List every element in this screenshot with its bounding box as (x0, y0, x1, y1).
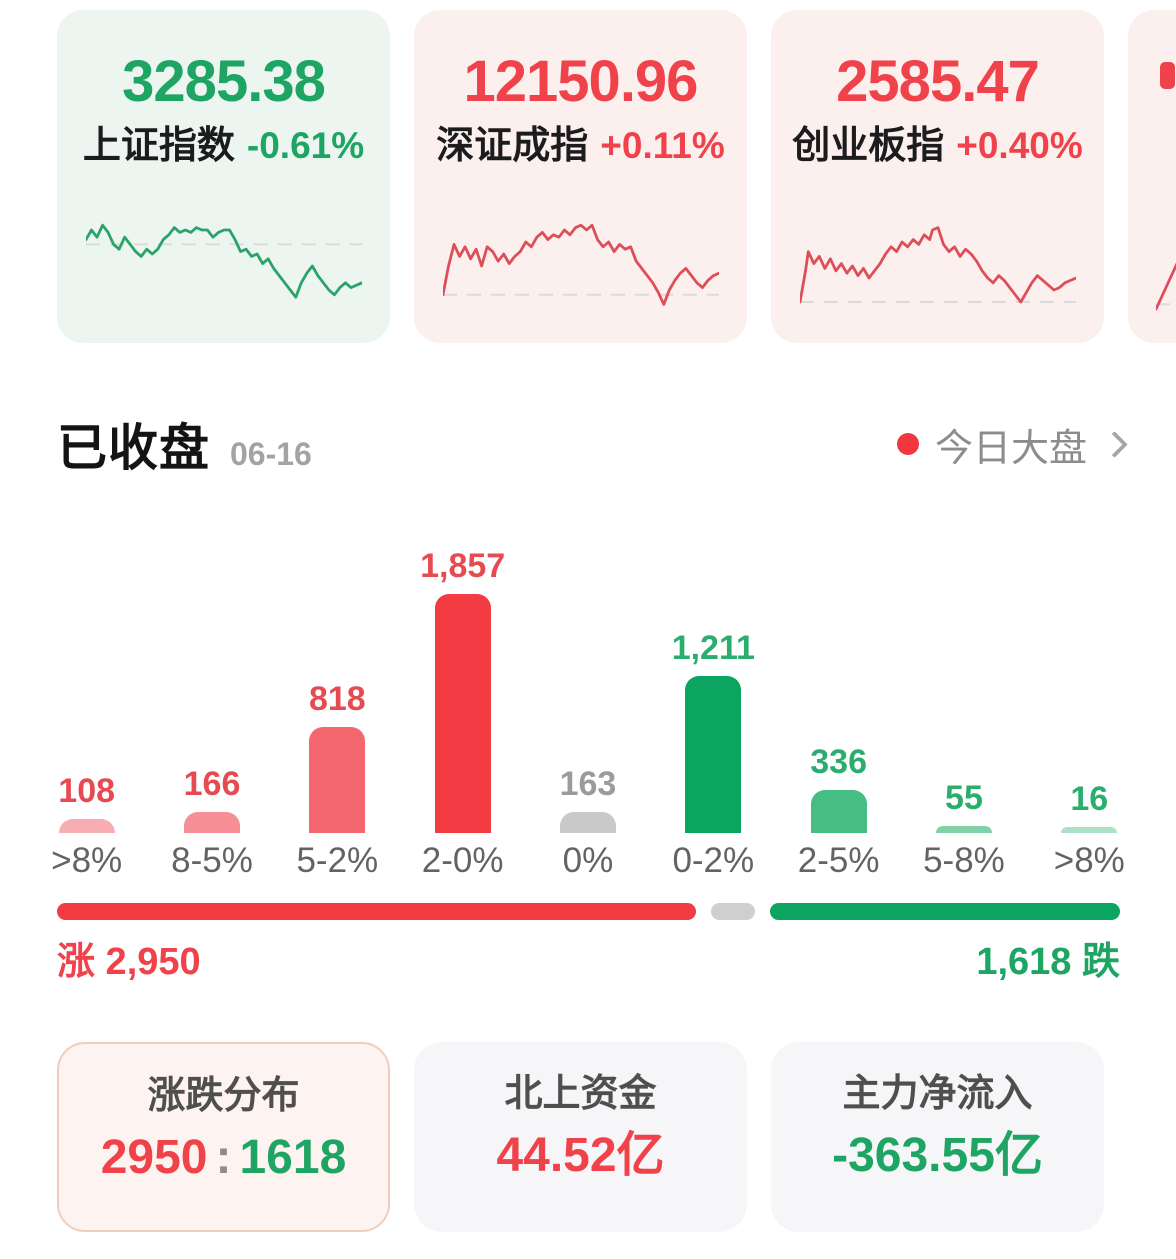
dist-column: 166 8-5% (149, 547, 274, 881)
index-name: 深证成指 (436, 125, 589, 167)
card-title: 涨跌分布 (147, 1075, 300, 1117)
index-card-clipped[interactable] (1128, 10, 1176, 343)
index-value: 3285.38 (122, 49, 326, 114)
dist-column: 108 >8% (24, 547, 149, 881)
section-header: 已收盘 06-16 今日大盘 (57, 408, 1128, 480)
bar-category-label: 0% (562, 841, 614, 880)
dist-bar (1061, 827, 1118, 833)
dist-column: 1,857 2-0% (400, 547, 525, 881)
bar-category-label: >8% (1053, 841, 1125, 880)
bar-category-label: 5-2% (296, 841, 379, 880)
index-value: 2585.47 (836, 49, 1040, 114)
bar-value-label: 55 (945, 779, 983, 817)
index-card-shanghai[interactable]: 3285.38 上证指数 -0.61% (57, 10, 390, 343)
sparkline-chart (443, 218, 719, 314)
advance-decline-labels: 涨 2,950 1,618 跌 (57, 938, 1120, 986)
dist-column: 163 0% (525, 547, 650, 881)
advancers-label: 涨 2,950 (57, 941, 201, 983)
dist-bar (309, 727, 366, 833)
chevron-right-icon (1101, 430, 1128, 458)
sparkline-chart (800, 218, 1076, 314)
dist-bar (935, 826, 992, 833)
dist-bar (434, 594, 491, 833)
card-title: 主力净流入 (842, 1073, 1033, 1115)
bar-value-label: 166 (183, 765, 241, 803)
bar-value-label: 818 (308, 680, 366, 718)
clipped-index-value-fragment (1160, 62, 1175, 89)
dist-column: 16 >8% (1027, 547, 1152, 881)
index-cards-row: 3285.38 上证指数 -0.61% 12150.96 深证成指 +0.11%… (57, 10, 1176, 343)
bar-category-label: 2-0% (421, 841, 504, 880)
dist-column: 336 2-5% (776, 547, 901, 881)
bar-value-label: 16 (1070, 780, 1109, 818)
distribution-chart: 108 >8% 166 8-5% 818 5-2% 1,857 2-0% 163 0% 1,211 0… (24, 547, 1152, 881)
dist-bar (685, 676, 742, 833)
index-label-row: 上证指数 -0.61% (83, 124, 364, 168)
dist-column: 1,211 0-2% (651, 547, 776, 881)
advancers-count: 2950 (100, 1131, 208, 1184)
today-market-link[interactable]: 今日大盘 (896, 417, 1128, 472)
index-label-row: 深证成指 +0.11% (436, 124, 725, 168)
index-label-row: 创业板指 +0.40% (792, 124, 1083, 168)
bar-value-label: 108 (58, 772, 116, 810)
index-value: 12150.96 (463, 49, 699, 114)
index-change: +0.11% (600, 125, 725, 166)
live-dot-icon (896, 433, 919, 455)
sparkline-chart (86, 218, 362, 314)
bar-value-label: 1,211 (671, 629, 755, 667)
unchanged-segment (710, 903, 755, 920)
market-status-group: 已收盘 06-16 (57, 408, 312, 480)
dist-bar (559, 812, 616, 833)
card-value: -363.55亿 (832, 1129, 1043, 1182)
dist-bar (183, 812, 240, 833)
bar-category-label: 8-5% (171, 841, 253, 880)
sparkline-chart (1156, 218, 1176, 314)
index-change: -0.61% (246, 125, 365, 166)
market-date: 06-16 (230, 436, 312, 472)
footer-cards-row: 涨跌分布 2950 : 1618 北上资金 44.52亿 主力净流入 -363.… (57, 1042, 1104, 1232)
card-title: 北上资金 (504, 1073, 657, 1115)
market-status-title: 已收盘 (57, 420, 210, 476)
decliners-count: 1618 (239, 1131, 347, 1184)
decliners-label: 1,618 跌 (976, 941, 1120, 983)
decline-segment (769, 903, 1120, 920)
card-main-net-inflow[interactable]: 主力净流入 -363.55亿 (771, 1042, 1104, 1232)
index-card-chinext[interactable]: 2585.47 创业板指 +0.40% (771, 10, 1104, 343)
today-market-label: 今日大盘 (934, 427, 1087, 470)
bar-category-label: 0-2% (672, 841, 755, 880)
dist-column: 818 5-2% (275, 547, 400, 881)
card-value: 2950 : 1618 (101, 1130, 347, 1186)
card-distribution[interactable]: 涨跌分布 2950 : 1618 (57, 1042, 390, 1232)
bar-value-label: 1,857 (420, 547, 506, 585)
bar-value-label: 163 (559, 765, 617, 803)
dist-column: 55 5-8% (901, 547, 1026, 881)
card-northbound-funds[interactable]: 北上资金 44.52亿 (414, 1042, 747, 1232)
advance-segment (57, 903, 696, 920)
index-name: 创业板指 (792, 125, 945, 167)
bar-value-label: 336 (810, 743, 867, 781)
ratio-colon: : (215, 1131, 232, 1184)
advance-decline-bar (57, 903, 1120, 920)
dist-bar (58, 819, 115, 833)
index-change: +0.40% (956, 125, 1083, 166)
index-card-shenzhen[interactable]: 12150.96 深证成指 +0.11% (414, 10, 747, 343)
bar-category-label: 5-8% (923, 841, 1005, 880)
bar-category-label: >8% (51, 841, 123, 880)
dist-bar (810, 790, 867, 833)
index-name: 上证指数 (82, 125, 235, 167)
bar-category-label: 2-5% (797, 841, 880, 880)
card-value: 44.52亿 (496, 1129, 665, 1182)
